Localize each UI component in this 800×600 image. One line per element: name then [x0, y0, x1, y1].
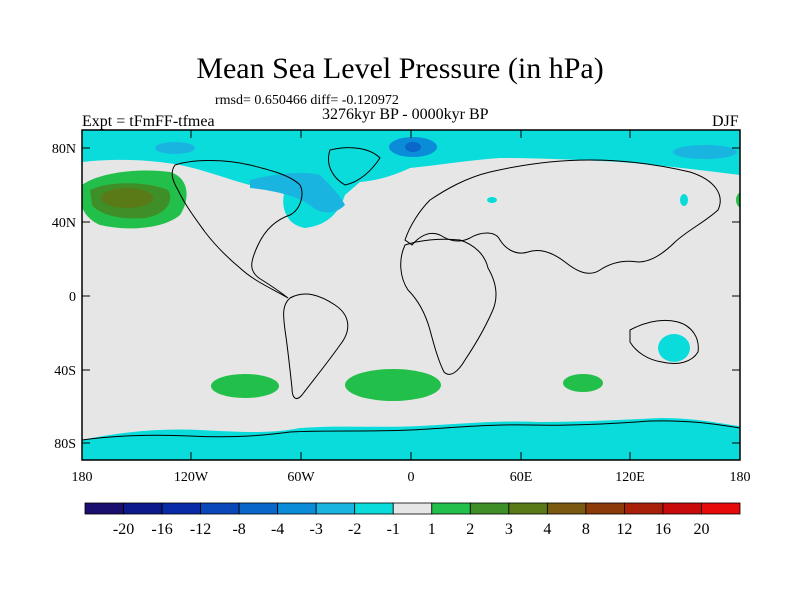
lat-label-40s: 40S: [54, 364, 76, 379]
anomaly-pacific-edge: [736, 192, 740, 208]
anomaly-south-atlantic-high: [345, 369, 441, 401]
lat-label-0: 0: [69, 290, 76, 305]
anomaly-arctic-band: [82, 130, 740, 228]
lon-label-0: 0: [408, 470, 415, 485]
lon-label-180w: 180: [72, 470, 93, 485]
colorbar-swatch: [701, 502, 741, 515]
colorbar-swatch: [392, 502, 433, 515]
lat-label-40n: 40N: [52, 216, 76, 231]
colorbar-swatch: [200, 502, 240, 515]
experiment-label: Expt = tFmFF-tfmea: [82, 113, 215, 130]
anomaly-south-pacific-high: [211, 374, 279, 398]
lon-label-60w: 60W: [287, 470, 315, 485]
coast-australia: [629, 319, 699, 365]
colorbar-label: 1: [428, 521, 436, 538]
colorbar-swatch: [662, 502, 702, 515]
colorbar-label: 20: [693, 521, 709, 538]
coast-africa: [400, 238, 497, 375]
colorbar-swatch: [84, 502, 124, 515]
colorbar-swatch: [238, 502, 279, 515]
season-label: DJF: [712, 113, 739, 130]
axis-ticks: [82, 130, 740, 460]
coast-greenland: [328, 147, 381, 186]
colorbar-swatch: [161, 502, 201, 515]
colorbar-label: 4: [543, 521, 551, 538]
anomaly-antarctic-band: [82, 418, 740, 460]
anomaly-arctic-east: [673, 145, 737, 159]
lon-label-180e: 180: [730, 470, 751, 485]
colorbar-swatch: [585, 502, 625, 515]
anomaly-australia: [658, 334, 690, 362]
coast-eurasia: [404, 159, 721, 274]
colorbar-label: -12: [190, 521, 211, 538]
coastlines: [82, 147, 740, 441]
map-title: Mean Sea Level Pressure (in hPa): [196, 52, 604, 85]
colorbar-label: -3: [310, 521, 323, 538]
lon-label-120e: 120E: [615, 470, 645, 485]
colorbar-swatch: [354, 502, 394, 515]
period-label: 3276kyr BP - 0000kyr BP: [322, 106, 489, 123]
anomaly-east-asia-spot: [680, 194, 688, 206]
colorbar-label: -8: [232, 521, 245, 538]
colorbar-swatch: [431, 502, 471, 515]
map-background: [82, 130, 740, 460]
coast-south-america: [283, 293, 349, 399]
colorbar-swatch: [315, 502, 356, 515]
lon-label-120w: 120W: [174, 470, 209, 485]
colorbar-label: -1: [387, 521, 400, 538]
colorbar-label: 2: [466, 521, 474, 538]
anomaly-arctic-west: [155, 142, 195, 154]
colorbar-label: -2: [348, 521, 361, 538]
colorbar-swatch: [469, 502, 510, 515]
lat-label-80s: 80S: [54, 437, 76, 452]
anomaly-north-pacific-high-core: [101, 188, 153, 208]
anomaly-europe-spot: [487, 197, 497, 203]
anomaly-north-atlantic: [250, 172, 345, 213]
lon-label-60e: 60E: [510, 470, 533, 485]
colorbar-label: -4: [271, 521, 284, 538]
colorbar-swatch: [277, 502, 317, 515]
map-field: [82, 130, 740, 460]
anomaly-south-indian-high: [563, 374, 603, 392]
coast-north-america: [171, 159, 303, 299]
anomaly-arctic-low-core: [405, 142, 421, 152]
coast-antarctica: [82, 420, 740, 441]
colorbar-swatch: [123, 502, 163, 515]
colorbar-swatch: [624, 502, 664, 515]
stats-text: rmsd= 0.650466 diff= -0.120972: [215, 93, 399, 108]
colorbar-label: 12: [616, 521, 632, 538]
colorbar-swatch: [508, 502, 548, 515]
colorbar-label: 3: [505, 521, 513, 538]
colorbar-swatch: [546, 502, 587, 515]
colorbar-label: 16: [655, 521, 671, 538]
colorbar-label: -20: [113, 521, 134, 538]
colorbar-label: -16: [151, 521, 172, 538]
colorbar-label: 8: [582, 521, 590, 538]
lat-label-80n: 80N: [52, 142, 76, 157]
